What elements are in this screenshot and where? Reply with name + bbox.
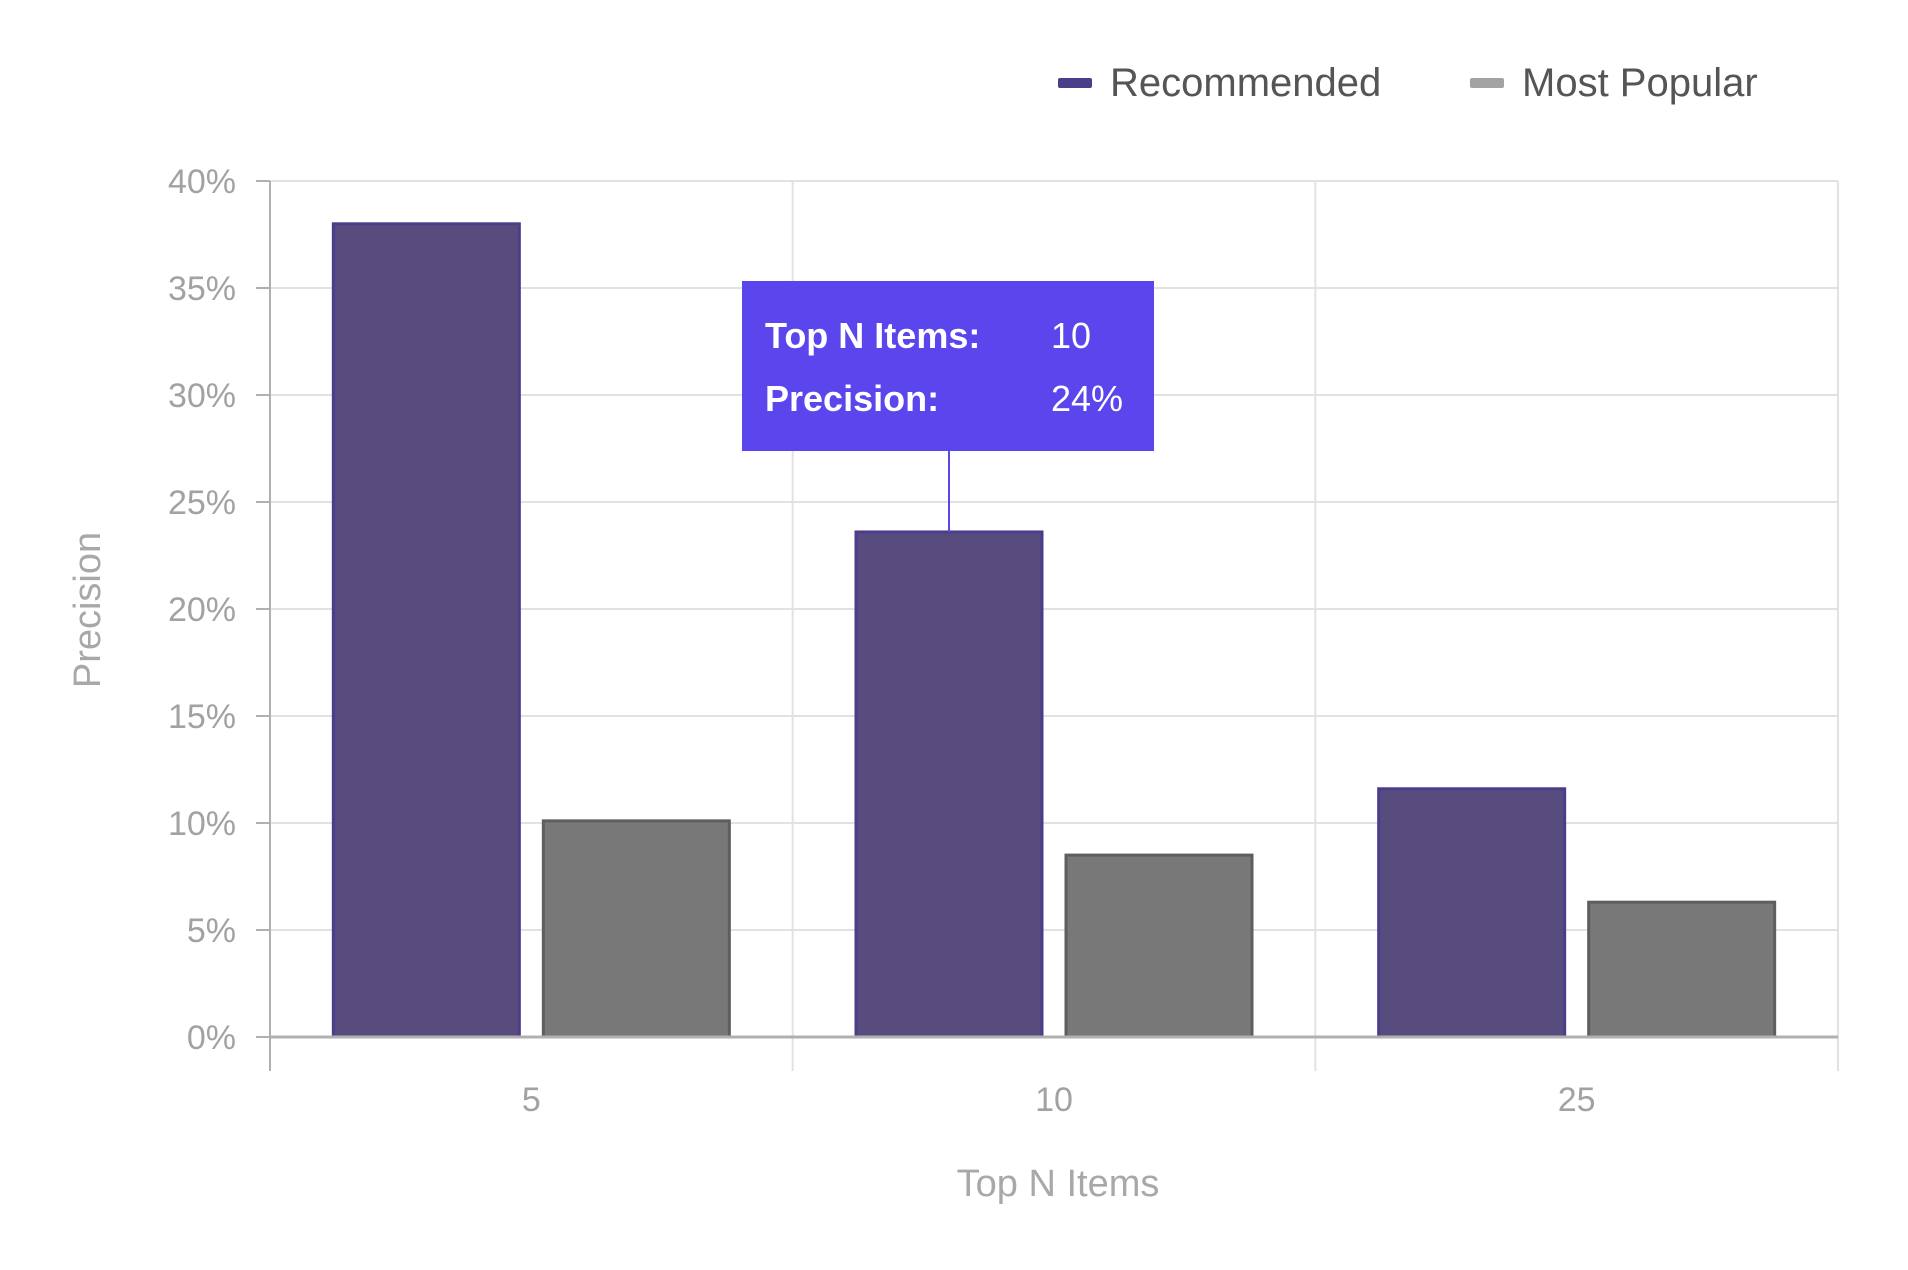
tooltip-value-precision: 24% [1051, 378, 1123, 419]
y-tick-label: 0% [187, 1019, 236, 1057]
tooltip-box [742, 281, 1154, 451]
y-tick-label: 10% [168, 805, 236, 843]
y-tick-labels: 0% 5% 10% 15% 20% 25% 30% 35% 40% [168, 163, 270, 1057]
tooltip-label-top-n: Top N Items: [765, 315, 980, 356]
legend-swatch-recommended [1058, 78, 1092, 88]
tooltip-label-precision: Precision: [765, 378, 939, 419]
bar-recommended-5 [331, 222, 521, 1039]
bar-recommended-25 [1377, 787, 1567, 1039]
x-axis-title: Top N Items [957, 1163, 1160, 1205]
y-tick-label: 40% [168, 163, 236, 201]
y-axis-title: Precision [67, 532, 109, 688]
y-tick-label: 15% [168, 698, 236, 736]
bars [331, 222, 1777, 1039]
tooltip-value-top-n: 10 [1051, 315, 1091, 356]
x-tick-label: 25 [1558, 1081, 1596, 1119]
bar-most-popular-5 [541, 819, 731, 1039]
x-tick-labels: 5 10 25 [522, 1081, 1596, 1119]
x-tick-label: 5 [522, 1081, 541, 1119]
bar-most-popular-25 [1587, 900, 1777, 1039]
bar-most-popular-10 [1064, 853, 1254, 1039]
legend-label-recommended: Recommended [1110, 61, 1381, 105]
y-tick-label: 35% [168, 270, 236, 308]
tooltip: Top N Items: 10 Precision: 24% [742, 281, 1154, 532]
legend-swatch-most-popular [1470, 78, 1504, 88]
y-tick-label: 5% [187, 912, 236, 950]
y-tick-label: 20% [168, 591, 236, 629]
legend: Recommended Most Popular [1058, 61, 1758, 105]
y-tick-label: 25% [168, 484, 236, 522]
bar-recommended-10 [854, 530, 1044, 1039]
x-tick-label: 10 [1035, 1081, 1073, 1119]
y-tick-label: 30% [168, 377, 236, 415]
legend-label-most-popular: Most Popular [1522, 61, 1758, 105]
axes [269, 181, 1838, 1071]
